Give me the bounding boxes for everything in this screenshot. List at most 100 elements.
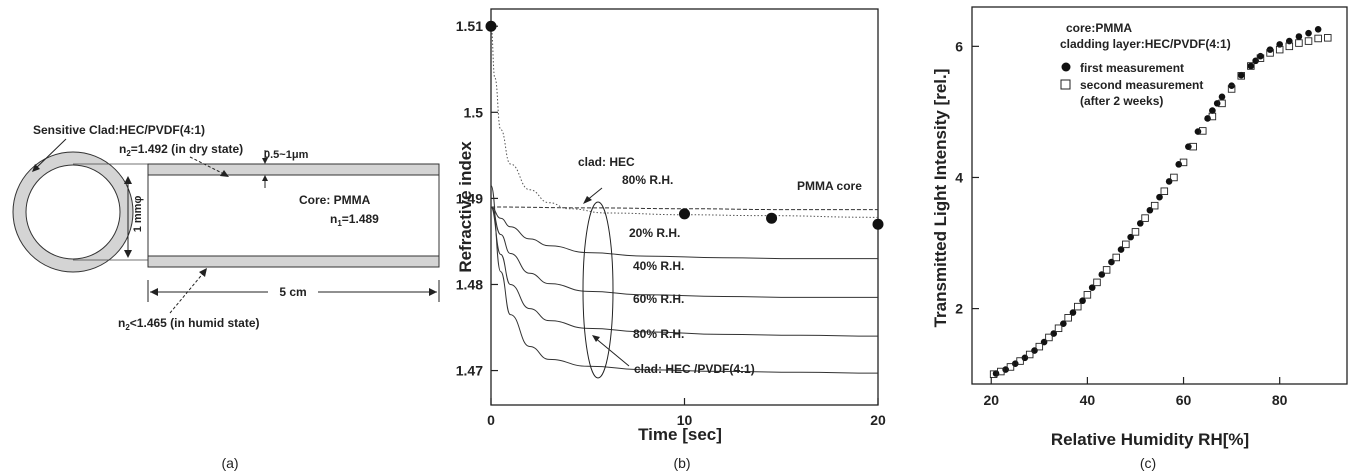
plot-c-point-second (1054, 324, 1063, 333)
legend-first-label: first measurement (1080, 61, 1184, 75)
plot-c-xtick-label: 40 (1080, 392, 1096, 408)
fiber-top-cladding (147, 163, 440, 176)
plot-c-ylabel: Transmitted Light Intensity [rel.] (931, 69, 950, 328)
legend-first-marker (1061, 62, 1071, 72)
plot-c-point-first (1108, 258, 1115, 266)
plot-c-xtick-label: 60 (1176, 392, 1192, 408)
plot-c-point-second (1064, 314, 1072, 322)
plot-c-point-second (1208, 112, 1217, 121)
plot-b-series-line-2 (490, 206, 879, 337)
legend-header-core: core:PMMA (1066, 21, 1132, 35)
plot-c-point-second (1266, 49, 1274, 57)
plot-b-xtick-label: 0 (487, 412, 495, 428)
panel-b: 0 10 20 1.47 1.48 1.49 1.5 1.51 Time [sec] Refr… (456, 8, 886, 471)
clad-label: Sensitive Clad:HEC/PVDF(4:1) (33, 123, 205, 137)
length-label: 5 cm (279, 285, 306, 299)
plot-c-point-second (1179, 158, 1188, 167)
panel-c-label: (c) (1140, 455, 1156, 471)
plot-c-point-first (1237, 71, 1245, 79)
legend-second-marker (1060, 79, 1071, 90)
plot-c-point-second (1131, 228, 1140, 236)
series-group-ellipse (582, 201, 614, 379)
plot-c-xtick-label: 80 (1272, 392, 1288, 408)
plot-c-xlabel: Relative Humidity RH[%] (1051, 430, 1249, 449)
plot-b-frame (490, 8, 879, 406)
plot-b-xlabel: Time [sec] (638, 425, 722, 444)
plot-c-point-second (1237, 72, 1245, 80)
plot-c-point-second (1247, 62, 1255, 70)
plot-b-series-line-0 (490, 206, 878, 260)
plot-b-ytick-label: 1.49 (456, 190, 483, 206)
plot-c-point-first (1218, 93, 1226, 101)
plot-c-point-second (1227, 85, 1236, 93)
plot-b-xtick-label: 10 (677, 412, 693, 428)
plot-b-ytick-label: 1.48 (456, 276, 483, 292)
plot-c-point-first (1175, 161, 1183, 168)
plot-b-ylabel: Refractive index (456, 141, 475, 273)
n1-label: n1=1.489 (330, 212, 379, 228)
plot-c-point-second (1324, 34, 1332, 42)
plot-c-point-first (1295, 33, 1303, 40)
annot-clad-hec-pvdf: clad: HEC /PVDF(4:1) (634, 362, 755, 376)
diameter-label: 1 mmφ (132, 196, 144, 233)
plot-c-point-first (1209, 107, 1216, 114)
fiber-bottom-cladding (147, 255, 440, 268)
plot-c-point-second (1189, 142, 1197, 151)
thickness-label: 0.5~1μm (264, 149, 309, 161)
plot-c-point-first (1204, 115, 1211, 122)
plot-c-point-first (1098, 271, 1106, 278)
plot-c-xtick-label: 20 (983, 392, 999, 408)
plot-c-point-second (1314, 34, 1322, 43)
plot-c-point-second (1093, 278, 1101, 287)
plot-c-ytick-label: 4 (955, 169, 963, 185)
plot-c-point-first (1146, 206, 1154, 214)
legend-header-cladding: cladding layer:HEC/PVDF(4:1) (1060, 37, 1231, 51)
plot-c-point-second (1074, 302, 1082, 311)
annot-pmma-core: PMMA core (797, 179, 862, 193)
annot-hec-80rh: 80% R.H. (622, 173, 673, 187)
plot-b-marker (766, 212, 778, 224)
plot-c-point-first (1156, 193, 1163, 201)
plot-c-point-second (1102, 266, 1111, 274)
plot-c-point-second (1304, 37, 1313, 45)
panel-a-label: (a) (221, 455, 238, 471)
plot-c-point-second (1025, 350, 1034, 359)
plot-c-point-first (1305, 29, 1312, 37)
legend-second-note: (after 2 weeks) (1080, 94, 1163, 108)
plot-c-ytick-label: 6 (955, 38, 963, 54)
plot-b-series-line-4 (490, 25, 879, 218)
plot-c-point-first (1031, 347, 1038, 354)
plot-c-point-second (1256, 54, 1265, 62)
plot-c-frame (971, 6, 1348, 385)
plot-c-point-second (1160, 187, 1169, 195)
plot-c-point-first (1040, 338, 1048, 346)
plot-c-point-first (1185, 143, 1192, 150)
plot-c-point-second (1112, 253, 1120, 262)
plot-c-point-first (1213, 100, 1221, 107)
n2-dry-label: n2=1.492 (in dry state) (119, 142, 243, 158)
plot-b-marker (485, 20, 497, 32)
annot-20rh: 20% R.H. (629, 226, 680, 240)
annot-40rh: 40% R.H. (633, 259, 684, 273)
plot-c-point-second (1035, 342, 1044, 351)
plot-c-point-second (1150, 201, 1159, 210)
plot-c-point-first (1079, 297, 1086, 305)
fiber-core-circle (25, 164, 121, 260)
plot-c-point-second (1285, 42, 1294, 51)
plot-c-point-second (989, 370, 998, 378)
plot-c-point-second (1295, 39, 1303, 47)
plot-c-point-second (1275, 45, 1284, 54)
plot-c-point-first (1165, 178, 1173, 185)
plot-c-point-second (1170, 173, 1178, 182)
plot-b-ytick-label: 1.47 (456, 363, 483, 379)
panel-b-label: (b) (673, 455, 690, 471)
plot-c-point-second (1199, 127, 1207, 135)
legend-second-label: second measurement (1080, 78, 1203, 92)
plot-c-ytick-label: 2 (955, 301, 963, 317)
plot-c-point-first (1257, 52, 1264, 60)
plot-b-ytick-label: 1.51 (456, 18, 483, 34)
plot-c-point-first (1002, 366, 1009, 373)
n2-humid-label: n2<1.465 (in humid state) (118, 316, 260, 332)
plot-c-point-second (1083, 291, 1092, 299)
annot-clad-hec: clad: HEC (578, 155, 635, 169)
